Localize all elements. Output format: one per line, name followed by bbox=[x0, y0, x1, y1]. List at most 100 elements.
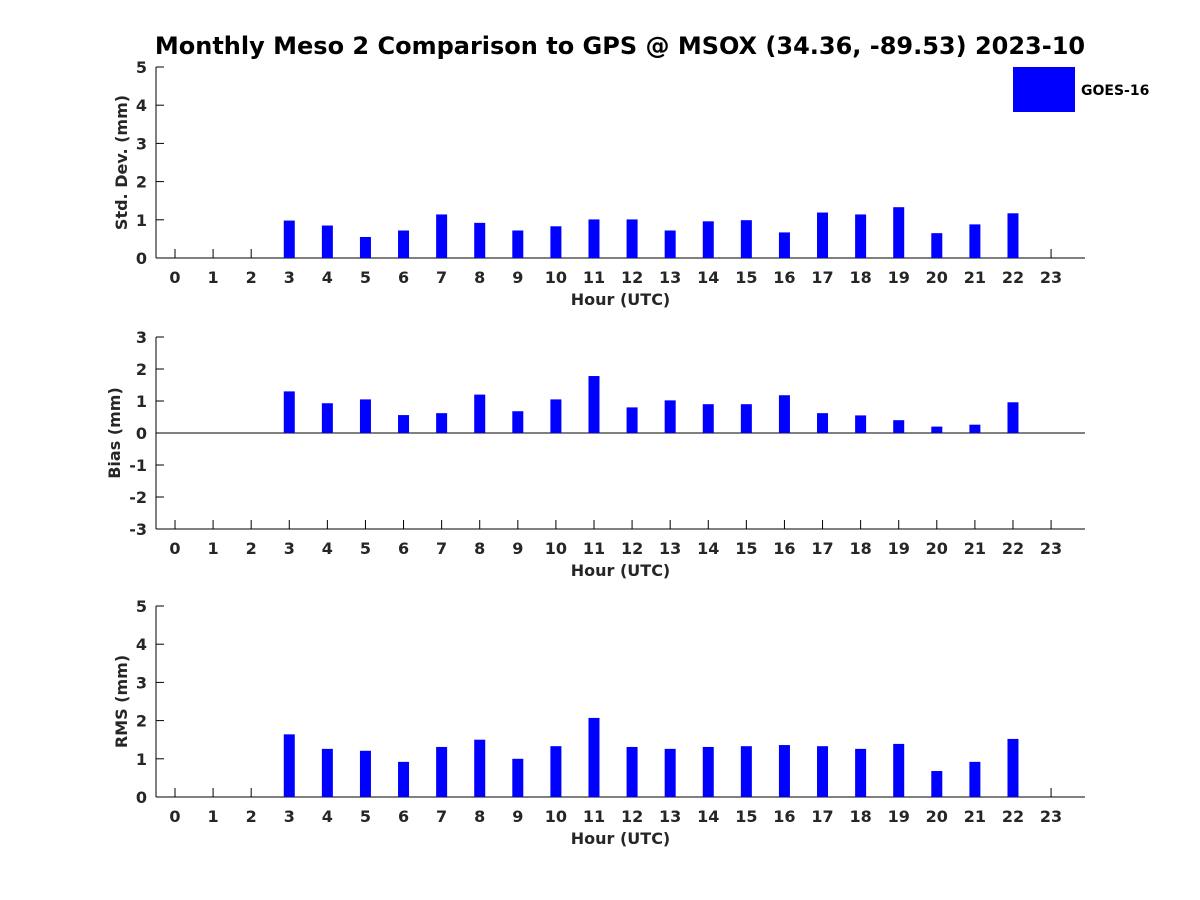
std-dev-x-tick-label: 17 bbox=[811, 268, 833, 287]
bias-bar bbox=[702, 404, 714, 433]
std-dev-y-tick-label: 3 bbox=[136, 134, 147, 153]
bias-bar bbox=[436, 413, 448, 433]
rms-bar bbox=[512, 758, 524, 797]
std-dev-x-tick-label: 12 bbox=[621, 268, 643, 287]
rms-x-tick-label: 4 bbox=[322, 807, 333, 826]
std-dev-bar bbox=[398, 230, 410, 258]
bias-y-tick-label: -3 bbox=[129, 520, 147, 539]
std-dev-bar bbox=[855, 214, 867, 258]
std-dev-x-tick-label: 10 bbox=[545, 268, 567, 287]
std-dev-x-tick-label: 7 bbox=[436, 268, 447, 287]
rms-x-tick-label: 20 bbox=[926, 807, 948, 826]
rms-bar bbox=[588, 717, 600, 797]
bias-bar bbox=[817, 413, 829, 433]
std-dev-y-tick-label: 2 bbox=[136, 173, 147, 192]
rms-bar bbox=[855, 748, 867, 797]
bias-x-tick-label: 17 bbox=[811, 539, 833, 558]
rms-y-tick-label: 0 bbox=[136, 788, 147, 807]
rms-bar bbox=[893, 743, 905, 797]
std-dev-x-tick-label: 3 bbox=[284, 268, 295, 287]
bias-bar bbox=[283, 391, 295, 433]
std-dev-x-tick-label: 16 bbox=[773, 268, 795, 287]
rms-x-tick-label: 2 bbox=[246, 807, 257, 826]
std-dev-bar bbox=[283, 220, 295, 258]
std-dev-x-tick-label: 5 bbox=[360, 268, 371, 287]
std-dev-x-tick-label: 19 bbox=[888, 268, 910, 287]
bias-x-tick-label: 4 bbox=[322, 539, 333, 558]
bias-bar bbox=[359, 399, 371, 433]
bias-x-tick-label: 22 bbox=[1002, 539, 1024, 558]
bias-x-axis-label: Hour (UTC) bbox=[571, 561, 671, 580]
bias-bar bbox=[931, 426, 943, 433]
std-dev-x-tick-label: 21 bbox=[964, 268, 986, 287]
bias-bar bbox=[398, 415, 410, 433]
rms-x-tick-label: 5 bbox=[360, 807, 371, 826]
rms-x-tick-label: 11 bbox=[583, 807, 605, 826]
std-dev-bar bbox=[359, 236, 371, 258]
std-dev-bar bbox=[436, 214, 448, 258]
bias-bar bbox=[855, 415, 867, 433]
rms-x-tick-label: 23 bbox=[1040, 807, 1062, 826]
rms-bar bbox=[474, 739, 486, 797]
rms-bar bbox=[931, 771, 943, 797]
std-dev-bar bbox=[626, 219, 638, 258]
rms-bar bbox=[550, 746, 562, 797]
std-dev-bar bbox=[931, 233, 943, 258]
rms-bar bbox=[626, 746, 638, 797]
bias-x-tick-label: 9 bbox=[512, 539, 523, 558]
std-dev-y-tick-label: 5 bbox=[136, 58, 147, 77]
bias-x-tick-label: 16 bbox=[773, 539, 795, 558]
rms-x-tick-label: 9 bbox=[512, 807, 523, 826]
bias-x-tick-label: 13 bbox=[659, 539, 681, 558]
std-dev-bar bbox=[969, 224, 981, 258]
rms-bar bbox=[740, 746, 752, 797]
rms-x-tick-label: 21 bbox=[964, 807, 986, 826]
rms-bar bbox=[436, 746, 448, 797]
bias-x-tick-label: 10 bbox=[545, 539, 567, 558]
rms-bar bbox=[969, 761, 981, 797]
std-dev-x-tick-label: 0 bbox=[169, 268, 180, 287]
bias-x-tick-label: 15 bbox=[735, 539, 757, 558]
std-dev-bar bbox=[893, 207, 905, 258]
rms-x-tick-label: 22 bbox=[1002, 807, 1024, 826]
rms-x-axis-label: Hour (UTC) bbox=[571, 829, 671, 848]
bias-x-tick-label: 0 bbox=[169, 539, 180, 558]
rms-y-axis-label: RMS (mm) bbox=[112, 655, 131, 748]
bias-bar bbox=[664, 400, 676, 433]
std-dev-y-tick-label: 0 bbox=[136, 249, 147, 268]
std-dev-y-tick-label: 4 bbox=[136, 96, 147, 115]
legend-label: GOES-16 bbox=[1081, 83, 1149, 99]
bias-y-tick-label: -2 bbox=[129, 488, 147, 507]
bias-bar bbox=[588, 376, 600, 433]
rms-x-tick-label: 18 bbox=[849, 807, 871, 826]
bias-x-tick-label: 2 bbox=[246, 539, 257, 558]
rms-x-tick-label: 12 bbox=[621, 807, 643, 826]
rms-y-tick-label: 2 bbox=[136, 712, 147, 731]
std-dev-bar bbox=[321, 225, 333, 258]
bias-x-tick-label: 8 bbox=[474, 539, 485, 558]
std-dev-y-tick-label: 1 bbox=[136, 211, 147, 230]
bias-x-tick-label: 12 bbox=[621, 539, 643, 558]
bias-bar bbox=[893, 420, 905, 433]
bias-bar bbox=[626, 407, 638, 433]
bias-bar bbox=[474, 394, 486, 433]
bias-x-tick-label: 18 bbox=[849, 539, 871, 558]
rms-x-tick-label: 19 bbox=[888, 807, 910, 826]
rms-x-tick-label: 7 bbox=[436, 807, 447, 826]
bias-x-tick-label: 21 bbox=[964, 539, 986, 558]
std-dev-y-axis-label: Std. Dev. (mm) bbox=[112, 95, 131, 230]
rms-x-tick-label: 1 bbox=[208, 807, 219, 826]
std-dev-x-tick-label: 20 bbox=[926, 268, 948, 287]
std-dev-x-tick-label: 1 bbox=[208, 268, 219, 287]
std-dev-bar bbox=[550, 226, 562, 258]
rms-y-tick-label: 3 bbox=[136, 673, 147, 692]
bias-y-tick-label: 3 bbox=[136, 328, 147, 347]
bias-x-tick-label: 3 bbox=[284, 539, 295, 558]
std-dev-x-tick-label: 13 bbox=[659, 268, 681, 287]
rms-bar bbox=[398, 761, 410, 797]
bias-bar bbox=[321, 403, 333, 433]
bias-x-tick-label: 7 bbox=[436, 539, 447, 558]
